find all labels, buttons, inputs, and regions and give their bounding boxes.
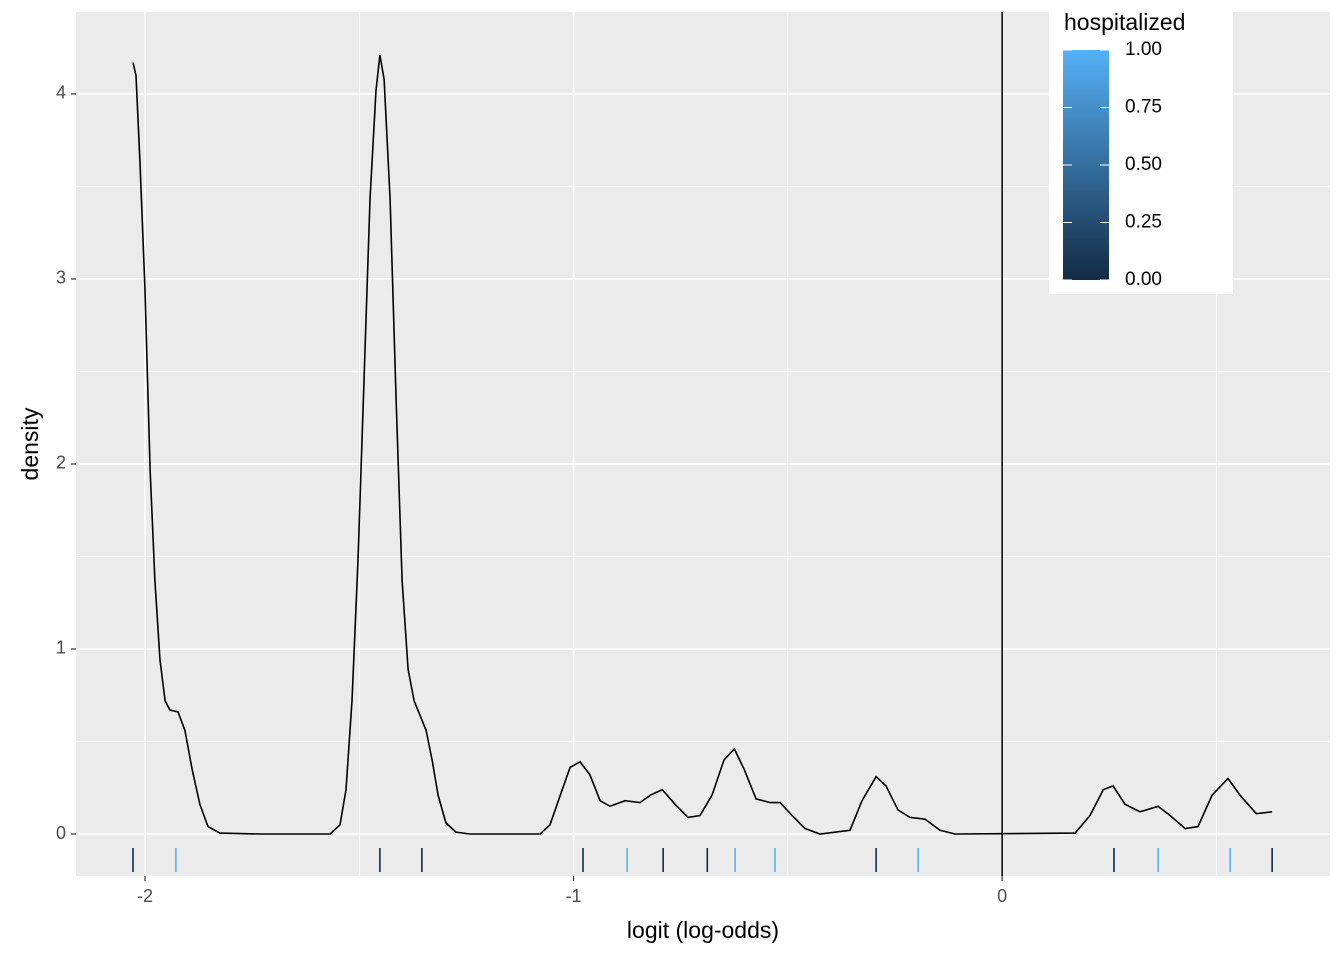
legend-title: hospitalized: [1064, 9, 1185, 35]
x-tick-label: -1: [566, 886, 582, 906]
x-tick-label: 0: [997, 886, 1007, 906]
y-tick-label: 0: [56, 823, 66, 843]
y-tick-label: 3: [56, 268, 66, 288]
x-tick-label: -2: [137, 886, 153, 906]
legend-tick-label: 0.75: [1125, 97, 1162, 118]
y-tick-label: 1: [56, 638, 66, 658]
legend-tick-label: 0.00: [1125, 269, 1162, 290]
density-line: [132, 54, 1273, 835]
legend-tick-label: 0.50: [1125, 154, 1162, 175]
x-axis-title: logit (log-odds): [627, 917, 779, 943]
legend-tick-label: 1.00: [1125, 39, 1162, 60]
y-tick-label: 2: [56, 453, 66, 473]
legend-tick-label: 0.25: [1125, 212, 1162, 233]
y-axis-title: density: [17, 407, 43, 480]
y-tick-label: 4: [56, 83, 66, 103]
